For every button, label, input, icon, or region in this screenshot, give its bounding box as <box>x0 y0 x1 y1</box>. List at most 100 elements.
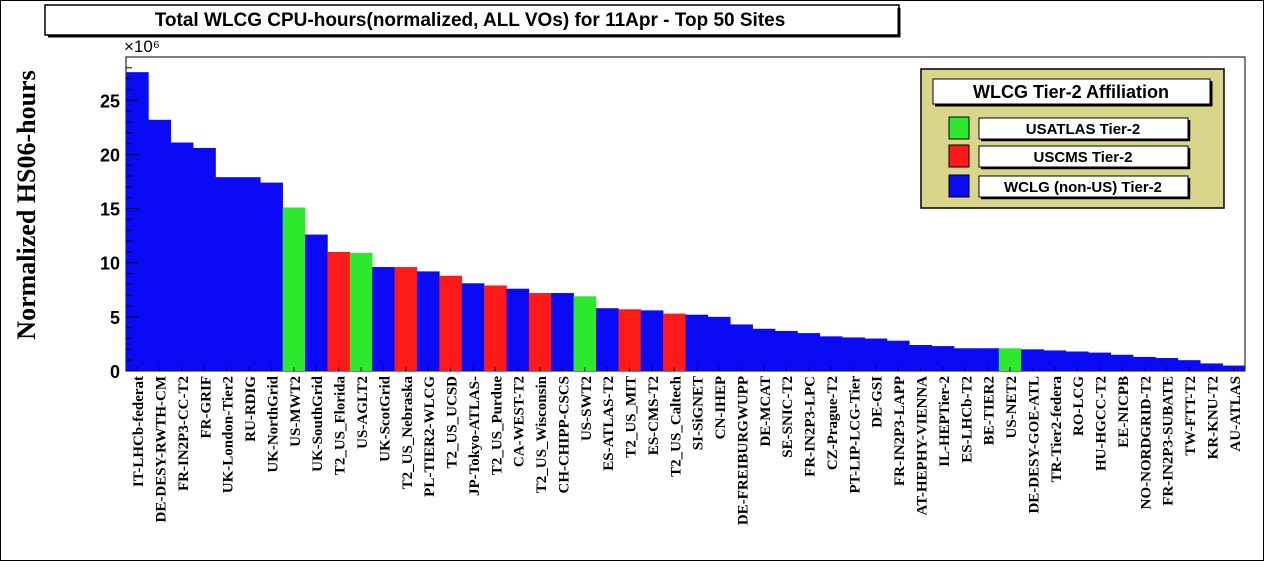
bar-DE-MCAT <box>752 328 776 371</box>
x-tick-label: CA-WEST-T2 <box>512 376 528 467</box>
x-tick-label: FR-IN2P3-SUBATE <box>1161 376 1177 506</box>
bar-T2_US_Nebraska <box>394 267 418 371</box>
bar-CN-IHEP <box>707 316 731 371</box>
bar-AT-HEPHY-VIENNA <box>909 345 932 371</box>
x-tick-label: PT-LIP-LCG-Tier <box>847 376 863 494</box>
bar-DE-GSI <box>864 338 888 371</box>
bar-CA-WEST-T2 <box>506 288 530 371</box>
x-tick-label: UK-NorthGrid <box>265 375 281 472</box>
bar-DE-FREIBURGWUPP <box>730 324 753 371</box>
y-tick-label: 15 <box>100 200 120 220</box>
y-tick-label: 5 <box>110 308 120 328</box>
bar-SI-SiGNET <box>685 314 709 371</box>
bar-JP-Tokyo-ATLAS- <box>461 283 485 371</box>
bar-PT-LIP-LCG-Tier <box>842 337 865 371</box>
legend-title: WLCG Tier-2 Affiliation <box>973 82 1169 102</box>
x-tick-label: HU-HGCC-T2 <box>1094 376 1110 471</box>
x-tick-label: SE-SNIC-T2 <box>780 376 796 458</box>
bar-BE-TIER2 <box>976 348 1000 371</box>
bar-T2_US_MIT <box>618 309 642 371</box>
x-tick-label: TW-FTT-T2 <box>1183 376 1199 456</box>
legend-label: USCMS Tier-2 <box>1034 149 1133 166</box>
x-tick-label: US-SWT2 <box>579 376 595 441</box>
bar-NO-NORDGRID-T2 <box>1133 356 1156 371</box>
x-tick-label: US-AGLT2 <box>355 376 371 449</box>
x-tick-label: T2_US_Caltech <box>668 375 684 476</box>
bar-HU-HGCC-T2 <box>1088 352 1112 371</box>
legend-label: USATLAS Tier-2 <box>1026 121 1140 138</box>
x-tick-label: BE-TIER2 <box>982 376 998 445</box>
x-tick-label: DE-GSI <box>870 376 886 428</box>
bar-US-NET2 <box>998 348 1022 371</box>
x-tick-label: ES-ATLAS-T2 <box>601 376 617 471</box>
bar-IT-LHCb-federat <box>126 72 149 371</box>
x-tick-label: TR-Tier2-federa <box>1049 376 1065 483</box>
bar-ES-CMS-T2 <box>640 310 664 371</box>
bar-US-MWT2 <box>282 207 306 371</box>
chart-title: Total WLCG CPU-hours(normalized, ALL VOs… <box>155 10 786 31</box>
bar-US-SWT2 <box>573 296 597 371</box>
x-tick-label: IT-LHCb-federat <box>131 376 147 487</box>
x-tick-label: AT-HEPHY-VIENNA <box>914 376 930 516</box>
x-tick-label: JP-Tokyo-ATLAS- <box>467 376 483 496</box>
bar-FR-IN2P3-CC-T2 <box>170 142 194 371</box>
y-tick-label: 20 <box>100 145 120 165</box>
bar-PL-TIER2-WLCG <box>416 271 440 371</box>
legend-entries: USATLAS Tier-2 USCMS Tier-2 WCLG (non-US) … <box>948 116 1191 200</box>
bar-UK-SouthGrid <box>305 234 328 371</box>
x-tick-label: ES-CMS-T2 <box>646 376 662 455</box>
y-axis: 0 5 10 15 20 25 <box>100 67 138 382</box>
legend-label: WCLG (non-US) Tier-2 <box>1004 179 1162 196</box>
x-tick-label: CH-CHIPP-CSCS <box>556 376 572 494</box>
x-tick-label: T2_US_Nebraska <box>400 376 416 490</box>
x-tick-label: FR-IN2P3-CC-T2 <box>176 376 192 491</box>
x-tick-label: DE-FREIBURGWUPP <box>735 376 751 525</box>
x-tick-label: FR-IN2P3-LPC <box>803 376 819 477</box>
x-tick-label: UK-ScotGrid <box>377 375 393 461</box>
bar-SE-SNIC-T2 <box>775 330 798 371</box>
y-multiplier-label: ×10⁶ <box>124 37 160 56</box>
bar-UK-London-Tier2 <box>215 177 239 371</box>
x-tick-label: T2_US_Florida <box>333 376 349 476</box>
title-box <box>44 4 900 36</box>
bar-US-AGLT2 <box>349 252 373 371</box>
bar-EE-NICPB <box>1110 354 1134 371</box>
x-tick-label: UK-SouthGrid <box>310 375 326 472</box>
bar-IL-HEPTier-2 <box>931 346 955 371</box>
bar-RO-LCG <box>1065 351 1089 371</box>
bar-T2_US_Florida <box>327 251 351 371</box>
x-tick-label: SI-SiGNET <box>691 376 707 450</box>
x-tick-label: DE-DESY-GOE-ATL <box>1026 376 1042 514</box>
x-tick-label: T2_US_UCSD <box>445 376 461 469</box>
x-tick-label: FR-IN2P3-LAPP <box>892 376 908 486</box>
bar-TW-FTT-T2 <box>1177 360 1201 371</box>
bar-FR-IN2P3-LAPP <box>886 340 910 371</box>
x-tick-label: FR-GRIF <box>198 376 214 439</box>
x-tick-label: AU-ATLAS <box>1228 376 1244 452</box>
x-tick-label: US-MWT2 <box>288 376 304 447</box>
x-tick-label: DE-MCAT <box>758 376 774 447</box>
bar-DE-DESY-GOE-ATL <box>1021 349 1044 371</box>
x-tick-label: UK-London-Tier2 <box>221 376 237 493</box>
x-tick-label: ES-LHCb-T2 <box>959 376 975 463</box>
legend-swatch <box>948 116 970 140</box>
bar-FR-IN2P3-LPC <box>797 333 821 371</box>
bar-DE-DESY-RWTH-CM <box>148 119 172 371</box>
bar-FR-IN2P3-SUBATE <box>1155 358 1179 371</box>
legend-swatch <box>948 174 970 198</box>
y-tick-label: 10 <box>100 254 120 274</box>
legend-title-box <box>932 78 1211 105</box>
y-axis-label: Normalized HS06-hours <box>12 70 41 339</box>
x-tick-label: T2_US_Wisconsin <box>534 375 550 493</box>
bar-CZ-Prague-T2 <box>819 336 843 371</box>
legend: WLCG Tier-2 Affiliation USATLAS Tier-2US… <box>920 68 1225 209</box>
y-tick-label: 0 <box>110 362 120 382</box>
x-tick-label: NO-NORDGRID-T2 <box>1138 376 1154 509</box>
bar-ES-LHCb-T2 <box>954 348 977 371</box>
bar-T2_US_Caltech <box>663 313 686 371</box>
bar-RU-RDIG <box>237 177 261 371</box>
x-tick-label: DE-DESY-RWTH-CM <box>154 376 170 522</box>
bar-T2_US_UCSD <box>439 275 462 371</box>
